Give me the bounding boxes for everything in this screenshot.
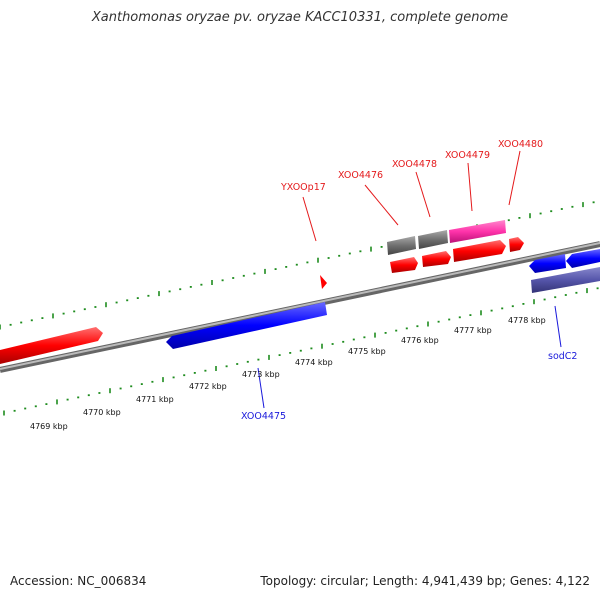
gene-forward-b <box>422 251 451 267</box>
gene-forward-a <box>390 257 418 273</box>
kbp-label: 4776 kbp <box>401 336 439 345</box>
gene-label-xoo4476: XOO4476 <box>338 170 383 181</box>
kbp-label: 4777 kbp <box>454 326 492 335</box>
kbp-label: 4769 kbp <box>30 422 68 431</box>
gene-forward-left <box>0 327 103 364</box>
genome-title: Xanthomonas oryzae pv. oryzae KACC10331,… <box>91 10 509 25</box>
gene-xoo4476 <box>387 236 416 255</box>
kbp-label: 4770 kbp <box>83 408 121 417</box>
gene-xoo4478 <box>418 230 448 249</box>
gene-label-sodc2: sodC2 <box>548 351 577 362</box>
forward-strand-genes <box>0 220 524 364</box>
gene-xoo4475 <box>166 302 327 349</box>
gene-reverse-a <box>529 254 566 273</box>
gene-label-xoo4475: XOO4475 <box>241 411 286 422</box>
gene-label-xoo4478: XOO4478 <box>392 159 437 170</box>
gene-xoo4479 <box>449 220 506 243</box>
kbp-label: 4775 kbp <box>348 347 386 356</box>
gene-yxoop17 <box>320 275 327 289</box>
kbp-label: 4774 kbp <box>295 358 333 367</box>
accession-text: Accession: NC_006834 <box>10 574 147 588</box>
label-connectors <box>302 150 521 242</box>
label-connectors-blue <box>257 305 562 409</box>
gene-sodc2 <box>531 267 600 293</box>
gene-xoo4480 <box>509 237 524 252</box>
kbp-label: 4771 kbp <box>136 395 174 404</box>
kbp-label: 4773 kbp <box>242 370 280 379</box>
kbp-label: 4778 kbp <box>508 316 546 325</box>
gene-reverse-b <box>566 249 600 268</box>
gene-label-xoo4479: XOO4479 <box>445 150 490 161</box>
kbp-labels: 4769 kbp 4770 kbp 4771 kbp 4772 kbp 4773… <box>30 316 546 431</box>
kbp-label: 4772 kbp <box>189 382 227 391</box>
genome-backbone <box>0 241 600 373</box>
gene-label-yxoop17: YXOOp17 <box>280 182 326 193</box>
gene-forward-c <box>453 240 506 262</box>
reverse-strand-genes <box>166 249 600 349</box>
gene-label-xoo4480: XOO4480 <box>498 139 543 150</box>
topology-text: Topology: circular; Length: 4,941,439 bp… <box>260 574 590 588</box>
tick-track-lower <box>3 287 599 416</box>
